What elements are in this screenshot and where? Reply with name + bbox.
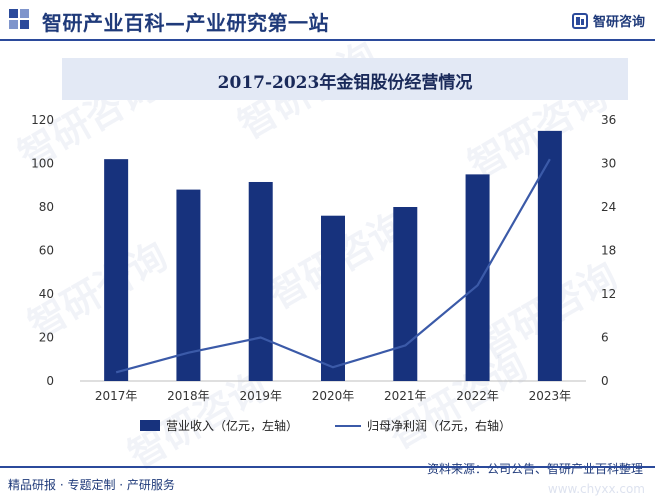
- y-right-tick-label: 6: [601, 331, 609, 345]
- legend-swatch-bar: [140, 420, 160, 431]
- y-left-tick-label: 0: [46, 374, 54, 388]
- y-left-tick-label: 100: [31, 157, 54, 171]
- y-right-tick-label: 24: [601, 200, 616, 214]
- header-bar: 智研产业百科—产业研究第一站 智研咨询: [0, 0, 655, 40]
- bar-revenue: [321, 215, 345, 381]
- footer-slogan: 精品研报 · 专题定制 · 产研服务: [8, 478, 175, 492]
- y-left-tick-label: 60: [39, 244, 54, 258]
- bar-revenue: [248, 181, 273, 381]
- bar-revenue: [537, 130, 562, 381]
- y-right-tick-label: 0: [601, 374, 609, 388]
- zhiyan-logo-icon: [9, 9, 29, 29]
- bar-revenue: [393, 207, 418, 381]
- legend-label: 营业收入（亿元，左轴）: [166, 419, 299, 433]
- bar-revenue: [176, 189, 201, 381]
- chart-title-banner: 2017-2023年金钼股份经营情况: [62, 58, 628, 100]
- footer-divider: [0, 466, 655, 468]
- legend-item-profit: 归母净利润（亿元，右轴）: [335, 417, 511, 434]
- chart-area: 0 20 40 60 80 100 120 0 6 12 18 24 30 36 2017年 2018年 201…: [31, 113, 616, 403]
- x-tick-label: 2021年: [384, 389, 427, 403]
- header-divider: [0, 39, 655, 41]
- y-left-tick-label: 80: [39, 200, 54, 214]
- brand-logo-icon: [571, 12, 588, 29]
- brand: 智研咨询: [571, 11, 645, 30]
- x-tick-label: 2018年: [167, 389, 210, 403]
- y-right-tick-label: 30: [601, 157, 616, 171]
- x-tick-label: 2019年: [239, 389, 282, 403]
- x-tick-label: 2023年: [529, 389, 572, 403]
- brand-name: 智研咨询: [592, 15, 645, 30]
- y-left-tick-label: 120: [31, 113, 54, 127]
- legend-label: 归母净利润（亿元，右轴）: [367, 419, 512, 433]
- legend-swatch-line: [335, 424, 361, 427]
- legend-item-revenue: 营业收入（亿元，左轴）: [140, 417, 298, 434]
- legend: 营业收入（亿元，左轴） 归母净利润（亿元，右轴）: [0, 417, 655, 437]
- x-tick-label: 2017年: [95, 389, 138, 403]
- chart-title: 2017-2023年金钼股份经营情况: [217, 73, 473, 93]
- watermark-url: www.chyxx.com: [547, 482, 645, 496]
- x-tick-label: 2020年: [312, 389, 355, 403]
- bar-revenue: [104, 159, 129, 381]
- y-right-tick-label: 36: [601, 113, 616, 127]
- x-tick-label: 2022年: [456, 389, 499, 403]
- y-right-tick-label: 18: [601, 244, 616, 258]
- bar-revenue: [465, 174, 490, 381]
- source-note: 资料来源：公司公告、智研产业百科整理: [426, 462, 643, 476]
- header-title: 智研产业百科—产业研究第一站: [42, 11, 329, 35]
- y-left-tick-label: 40: [39, 287, 54, 301]
- y-left-tick-label: 20: [39, 331, 54, 345]
- y-right-tick-label: 12: [601, 287, 616, 301]
